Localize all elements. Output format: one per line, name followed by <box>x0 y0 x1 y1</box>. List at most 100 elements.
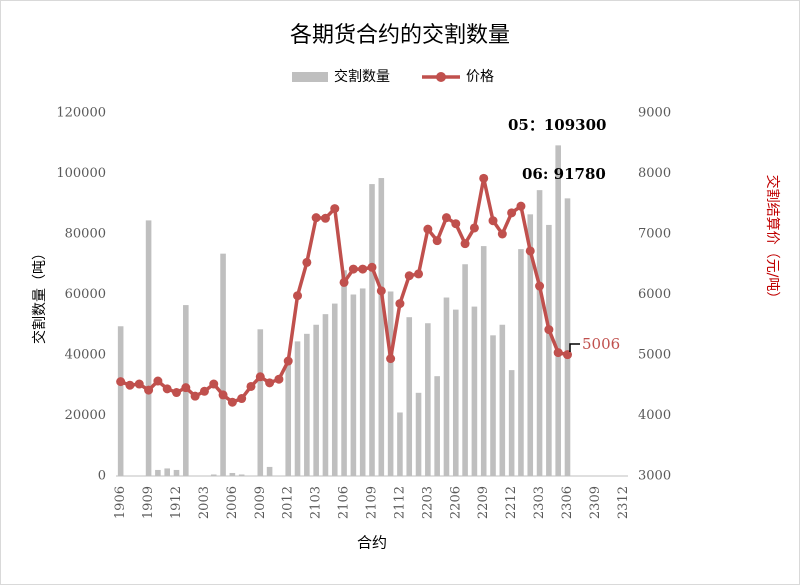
annotation-leader <box>569 343 580 352</box>
price-point <box>246 381 256 391</box>
x-tick-label: 2106 <box>337 486 352 519</box>
x-tick-label: 1909 <box>141 486 156 519</box>
price-point <box>432 236 442 246</box>
bar <box>425 323 431 476</box>
price-point <box>525 246 535 256</box>
price-point <box>479 173 489 183</box>
x-tick-label: 2006 <box>225 486 240 519</box>
x-tick-label: 2309 <box>588 486 603 519</box>
x-tick-label: 1906 <box>113 486 128 519</box>
bar <box>546 224 552 476</box>
price-point <box>395 299 405 309</box>
price-point <box>172 388 182 398</box>
y-tick-label: 40000 <box>65 348 106 363</box>
bar <box>499 324 506 476</box>
chart-title: 各期货合约的交割数量 <box>290 23 510 48</box>
price-point <box>255 372 265 382</box>
x-tick-label: 2303 <box>532 486 547 519</box>
price-point <box>116 377 126 387</box>
price-point <box>293 291 303 301</box>
bar <box>406 317 413 476</box>
x-tick-label: 2212 <box>504 486 519 519</box>
bar <box>378 178 385 476</box>
price-point <box>320 213 330 223</box>
x-tick-label: 2312 <box>616 486 631 519</box>
price-point <box>153 376 163 386</box>
legend-swatch <box>292 72 328 82</box>
bar <box>555 145 561 476</box>
y2-tick-label: 3000 <box>638 469 671 484</box>
bar <box>397 412 403 476</box>
y-tick-label: 100000 <box>56 166 106 181</box>
price-point <box>199 386 209 396</box>
bar <box>490 335 496 476</box>
price-point <box>237 394 247 404</box>
price-point <box>441 213 451 223</box>
bar <box>210 474 217 476</box>
price-point <box>516 201 526 211</box>
bar <box>480 246 487 476</box>
x-axis-title: 合约 <box>357 534 387 552</box>
price-point <box>274 374 284 384</box>
y2-axis-title: 交割结算价（元/吨） <box>764 175 781 306</box>
price-point <box>227 397 237 407</box>
bar <box>341 270 347 476</box>
price-point <box>311 213 321 223</box>
x-tick-label: 2103 <box>309 486 324 519</box>
x-tick-label: 2109 <box>365 486 380 519</box>
legend-marker <box>436 72 446 82</box>
bar <box>229 472 236 476</box>
price-point <box>488 216 498 226</box>
bar <box>434 376 440 476</box>
price-point <box>404 271 414 281</box>
bar <box>145 220 152 476</box>
price-point <box>134 379 144 389</box>
y-tick-label: 20000 <box>65 408 106 423</box>
x-tick-label: 2009 <box>253 486 268 519</box>
price-point <box>423 224 433 234</box>
price-point <box>460 239 470 249</box>
y2-tick-label: 7000 <box>638 227 671 242</box>
annotation: 05：109300 <box>508 116 607 134</box>
bar <box>415 392 422 476</box>
annotation: 5006 <box>582 335 620 353</box>
bar <box>508 370 515 476</box>
bar <box>350 294 357 476</box>
price-point <box>497 229 507 239</box>
x-tick-label: 2203 <box>420 486 435 519</box>
bar <box>285 361 292 476</box>
price-point <box>451 219 461 229</box>
price-point <box>181 383 191 393</box>
price-point <box>358 264 368 274</box>
price-point <box>535 281 545 291</box>
y-tick-label: 60000 <box>65 287 106 302</box>
bar <box>257 329 264 476</box>
bar <box>266 466 273 476</box>
price-point <box>330 204 340 214</box>
bar <box>313 324 319 476</box>
price-point <box>209 379 219 389</box>
y2-tick-label: 6000 <box>638 287 671 302</box>
price-point <box>562 350 572 360</box>
bar <box>564 198 571 477</box>
x-tick-label: 2209 <box>476 486 491 519</box>
price-point <box>302 257 312 267</box>
bar <box>331 303 338 476</box>
bar <box>164 468 170 476</box>
y-axis-title: 交割数量（吨） <box>31 246 48 344</box>
bar <box>443 297 450 476</box>
y2-tick-label: 8000 <box>638 166 671 181</box>
y-tick-label: 0 <box>98 469 106 484</box>
y2-tick-label: 9000 <box>638 106 671 121</box>
bar <box>527 214 534 476</box>
bar <box>471 306 478 476</box>
bar <box>294 341 301 476</box>
bar <box>238 474 245 476</box>
x-tick-label: 2306 <box>560 486 575 519</box>
x-tick-label: 2012 <box>281 486 296 519</box>
price-point <box>544 325 554 335</box>
price-point <box>553 348 563 358</box>
price-point <box>367 262 377 272</box>
price-point <box>348 264 358 274</box>
